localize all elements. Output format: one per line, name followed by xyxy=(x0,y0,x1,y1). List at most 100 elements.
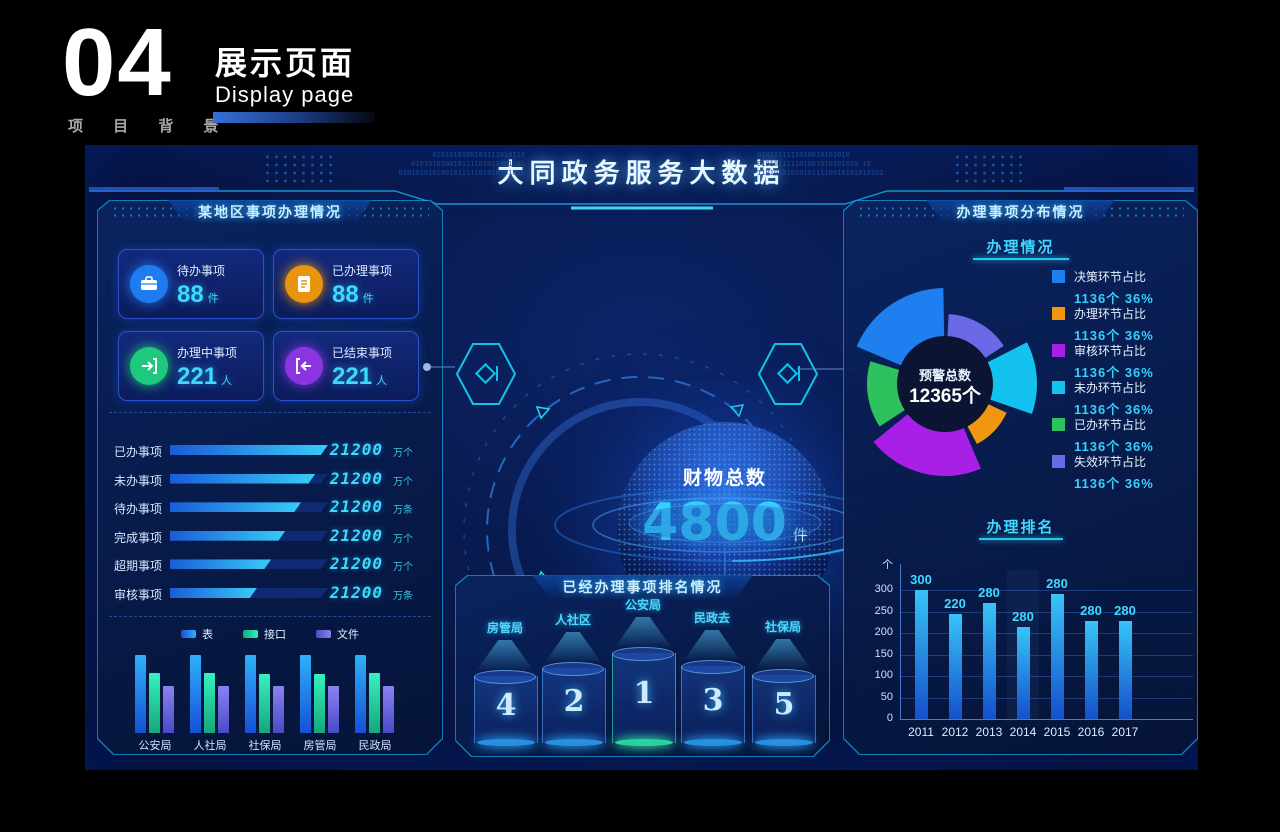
year-bar[interactable] xyxy=(1119,621,1132,719)
exit-icon xyxy=(285,347,323,385)
year-bar[interactable] xyxy=(1051,594,1064,719)
stat-card-value: 88 件 xyxy=(332,281,374,308)
hbar-unit: 万个 xyxy=(393,448,413,459)
stat-card-3[interactable]: 办理中事项 221 人 xyxy=(118,331,264,401)
header-gradient-bar xyxy=(213,112,375,123)
hbar-fill xyxy=(170,559,271,569)
ranking-cylinder[interactable]: 4 xyxy=(474,676,538,743)
y-tick-label: 250 xyxy=(874,604,893,617)
y-tick-label: 150 xyxy=(874,647,893,660)
ranking-cylinder[interactable]: 1 xyxy=(612,653,676,743)
donut-legend-item[interactable]: 决策环节占比 1136个 36% xyxy=(1052,268,1202,307)
group-bar-表[interactable] xyxy=(190,655,201,733)
group-bar-category: 公安局 xyxy=(138,740,172,752)
legend-count: 1136个 36% xyxy=(1074,402,1154,417)
bar-subtitle-underline xyxy=(979,538,1063,540)
year-bar[interactable] xyxy=(1085,621,1098,719)
y-tick-label: 100 xyxy=(874,669,893,681)
stat-card-unit: 人 xyxy=(376,375,388,387)
donut-subtitle-underline xyxy=(973,258,1069,260)
group-bar-接口[interactable] xyxy=(204,673,215,733)
ranking-cylinder[interactable]: 5 xyxy=(752,675,816,743)
ranking-cylinder[interactable]: 2 xyxy=(542,668,606,743)
group-bar-文件[interactable] xyxy=(328,686,339,733)
legend-swatch xyxy=(181,630,196,638)
hbar-unit: 万个 xyxy=(393,562,413,574)
year-bar[interactable] xyxy=(949,614,962,719)
hbar-label: 审核事项 xyxy=(113,588,162,602)
donut-legend-item[interactable]: 失效环节占比 1136个 36% xyxy=(1052,453,1202,492)
group-bar-表[interactable] xyxy=(245,655,256,733)
cylinder-label: 社保局 xyxy=(764,620,801,634)
hbar-track[interactable] xyxy=(170,502,328,512)
donut-center-label: 预警总数 xyxy=(919,368,972,383)
stat-card-label: 办理中事项 xyxy=(177,346,238,360)
hbar-row: 完成事项 21200 万个 xyxy=(97,528,443,544)
donut-legend-item[interactable]: 办理环节占比 1136个 36% xyxy=(1052,305,1202,344)
donut-subtitle: 办理情况 xyxy=(986,239,1055,256)
hbar-fill xyxy=(170,588,257,598)
group-bar-文件[interactable] xyxy=(273,686,284,733)
legend-label: 审核环节占比 xyxy=(1074,344,1147,358)
hbar-track[interactable] xyxy=(170,588,328,598)
legend-item[interactable]: 表 xyxy=(181,626,213,642)
donut-chart: 预警总数 12365个 xyxy=(843,280,1053,490)
group-bar-表[interactable] xyxy=(355,655,366,733)
donut-legend-item[interactable]: 已办环节占比 1136个 36% xyxy=(1052,416,1202,455)
donut-center xyxy=(897,336,993,432)
year-bar-value: 280 xyxy=(1012,608,1034,624)
legend-item[interactable]: 接口 xyxy=(243,626,286,642)
group-bar-文件[interactable] xyxy=(163,686,174,733)
group-bar-表[interactable] xyxy=(300,655,311,733)
group-bar-接口[interactable] xyxy=(149,673,160,733)
x-tick-label: 2015 xyxy=(1043,725,1071,739)
document-icon xyxy=(285,265,323,303)
stat-card-1[interactable]: 待办事项 88 件 xyxy=(118,249,264,319)
hbar-track[interactable] xyxy=(170,559,328,569)
cylinder-top-ellipse xyxy=(474,670,536,684)
briefcase-icon xyxy=(130,265,168,303)
ranking-cylinder[interactable]: 3 xyxy=(681,666,745,743)
donut-slice-失效环节占比[interactable] xyxy=(947,314,1004,362)
grid-line xyxy=(900,698,1193,699)
legend-swatch xyxy=(1052,344,1065,357)
year-bar[interactable] xyxy=(983,603,996,719)
donut-legend-item[interactable]: 审核环节占比 1136个 36% xyxy=(1052,342,1202,381)
hbar-value: 21200 xyxy=(329,525,383,545)
year-bar[interactable] xyxy=(915,590,928,719)
hbar-track[interactable] xyxy=(170,531,328,541)
legend-label: 办理环节占比 xyxy=(1074,307,1147,321)
group-bar-文件[interactable] xyxy=(383,686,394,733)
panel-ranking: 已经办理事项排名情况 房管局 4 人社区 2 公安局 1 民政去 3 社保局 5 xyxy=(455,575,830,757)
hbar-track[interactable] xyxy=(170,445,328,455)
x-tick-label: 2014 xyxy=(1009,725,1037,739)
panel-right-title: 办理事项分布情况 xyxy=(927,200,1115,225)
cylinder-glow-base xyxy=(545,739,603,746)
year-bar[interactable] xyxy=(1017,627,1030,719)
hbar-row: 超期事项 21200 万个 xyxy=(97,556,443,572)
legend-swatch xyxy=(316,630,331,638)
enter-icon xyxy=(130,347,168,385)
donut-slice-未办环节占比[interactable] xyxy=(981,342,1037,414)
group-bar-接口[interactable] xyxy=(369,673,380,733)
group-bar-表[interactable] xyxy=(135,655,146,733)
y-axis-unit: 个 xyxy=(882,559,893,571)
legend-item[interactable]: 文件 xyxy=(316,626,359,642)
y-tick-label: 50 xyxy=(880,690,893,703)
stat-card-2[interactable]: 已办理事项 88 件 xyxy=(273,249,419,319)
group-bar-文件[interactable] xyxy=(218,686,229,733)
stat-card-4[interactable]: 已结束事项 221 人 xyxy=(273,331,419,401)
x-tick-label: 2013 xyxy=(975,725,1003,739)
divider xyxy=(109,412,431,413)
globe-unit: 件 xyxy=(793,526,808,544)
legend-label: 失效环节占比 xyxy=(1074,455,1147,469)
rank-number: 1 xyxy=(633,676,655,711)
donut-legend-item[interactable]: 未办环节占比 1136个 36% xyxy=(1052,379,1202,418)
cylinder-glow-base xyxy=(615,739,673,746)
hbar-track[interactable] xyxy=(170,474,328,484)
group-bar-接口[interactable] xyxy=(314,674,325,733)
rank-number: 5 xyxy=(773,687,795,722)
year-bar-chart: 0 50 100 150 200 250 300 个 300 2011 220 2012 280 2013… xyxy=(863,570,1193,738)
section-number: 04 xyxy=(62,9,173,116)
group-bar-接口[interactable] xyxy=(259,674,270,733)
